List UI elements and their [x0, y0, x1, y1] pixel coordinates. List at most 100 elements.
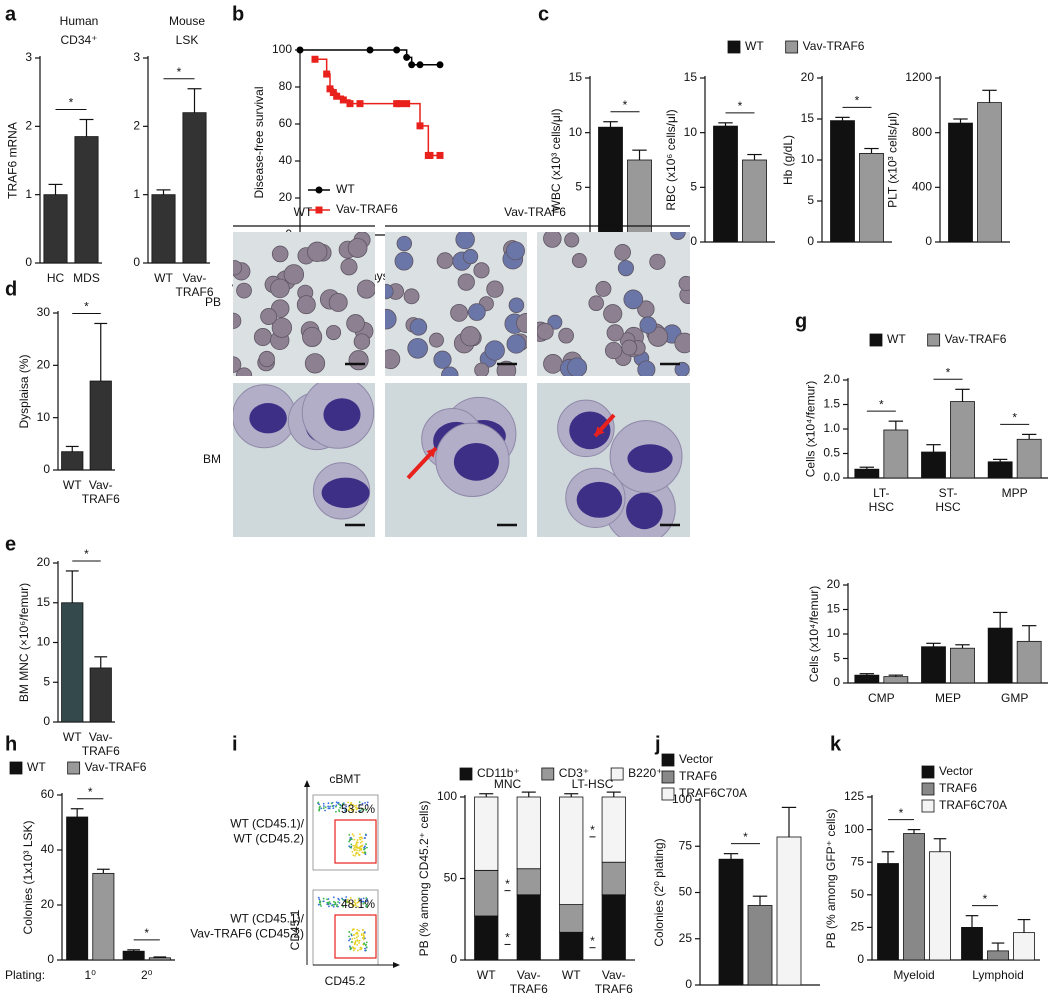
flow-dot	[359, 948, 361, 951]
legend-label: Vav-TRAF6	[336, 202, 398, 216]
y-axis-label: Disease-free survival	[252, 86, 266, 198]
y-tick-label: 25	[679, 931, 693, 945]
gate-label: 53.5%	[341, 802, 375, 816]
flow-dot	[327, 805, 330, 808]
cell	[508, 297, 525, 314]
flow-dot	[358, 801, 361, 804]
cell	[346, 314, 365, 333]
flow-dot	[332, 807, 335, 810]
bar	[559, 904, 584, 933]
flow-dot	[357, 935, 359, 937]
flow-dot	[359, 848, 362, 851]
bar	[987, 950, 1009, 961]
legend-swatch	[869, 333, 883, 347]
flow-dot	[354, 848, 357, 851]
error-bar	[926, 642, 941, 647]
flow-dot	[363, 846, 366, 849]
cell	[348, 350, 369, 371]
bar	[929, 851, 951, 961]
flow-dot	[335, 810, 337, 813]
flow-dot	[353, 928, 355, 931]
nucleus	[453, 442, 499, 481]
flow-dot	[358, 939, 361, 942]
legend-label: TRAF6	[679, 769, 717, 783]
error-bar	[521, 791, 536, 797]
flow-dot	[363, 901, 366, 904]
cell	[486, 280, 504, 298]
y-axis-label: Colonies (1x10³ LSK)	[21, 820, 35, 934]
flow-dot	[358, 846, 361, 849]
flow-dot	[356, 905, 359, 908]
y-tick-label: 10	[684, 125, 698, 139]
arrow-head	[393, 962, 400, 968]
flow-dot	[357, 898, 360, 901]
y-axis-label: Colonies (2⁰ plating)	[652, 838, 666, 946]
row-label: PB	[205, 295, 221, 309]
flow-dot	[322, 802, 325, 805]
flow-dot	[359, 841, 362, 844]
legend-swatch	[541, 767, 555, 781]
error-bar	[953, 118, 968, 124]
cell	[325, 324, 342, 341]
flow-dot	[335, 801, 338, 804]
cell	[484, 340, 505, 361]
flow-dot	[364, 837, 367, 839]
legend-label: TRAF6C70A	[679, 786, 747, 800]
flow-dot	[350, 843, 353, 846]
flow-dot	[356, 943, 359, 946]
error-bar	[781, 806, 797, 837]
flow-dot	[355, 936, 358, 939]
sig-star: *	[505, 931, 510, 945]
y-tick-label: 0.0	[823, 470, 840, 484]
cell	[307, 241, 328, 263]
flow-dot	[347, 809, 350, 812]
error-bar	[156, 189, 171, 195]
flow-dot	[332, 900, 335, 903]
y-tick-label: 50	[851, 887, 865, 901]
x-tick-label: WT	[562, 968, 581, 982]
cell	[436, 252, 454, 269]
error-bar	[926, 444, 941, 453]
cell	[433, 350, 452, 369]
flow-dot	[357, 949, 359, 952]
bar	[1013, 932, 1035, 961]
y-tick-label: 2	[133, 119, 140, 133]
bar	[598, 126, 623, 243]
legend-swatch	[661, 787, 675, 801]
legend-label: Vav-TRAF6	[945, 332, 1007, 346]
flow-dot	[359, 803, 361, 806]
y-tick-label: 2	[25, 119, 32, 133]
cell	[460, 326, 481, 347]
flow-dot	[318, 803, 320, 806]
x-tick-label: MPP	[1002, 486, 1028, 500]
bar	[883, 429, 909, 479]
y-tick-label: 40	[279, 153, 293, 167]
y-tick-label: 0	[857, 952, 864, 966]
cell	[506, 334, 526, 354]
flow-dot	[332, 896, 335, 899]
bar	[61, 602, 84, 723]
y-tick-label: 15	[37, 595, 51, 609]
y-tick-label: 1	[133, 187, 140, 201]
x-tick-label: ST-HSC	[935, 486, 961, 514]
flow-dot	[365, 843, 367, 846]
sig-star: *	[177, 65, 182, 79]
flow-dot	[350, 838, 353, 840]
flow-dot	[352, 803, 354, 806]
nucleus	[626, 492, 663, 530]
flow-dot	[355, 846, 358, 848]
plot-label: WT (CD45.1)/	[230, 912, 304, 926]
y-axis-label: Cells (x10⁴/femur)	[807, 586, 821, 683]
panel-label: a	[5, 3, 17, 25]
flow-dot	[332, 805, 335, 807]
flow-dot	[352, 905, 355, 908]
flow-dot	[362, 897, 365, 900]
error-bar	[888, 674, 904, 677]
y-tick-label: 0	[43, 462, 50, 476]
y-tick-label: 20	[37, 555, 51, 569]
error-bar	[864, 147, 879, 154]
y-axis-label: TRAF6 mRNA	[5, 122, 19, 199]
bar	[950, 401, 975, 479]
flow-dot	[355, 806, 357, 809]
bar	[559, 931, 584, 961]
